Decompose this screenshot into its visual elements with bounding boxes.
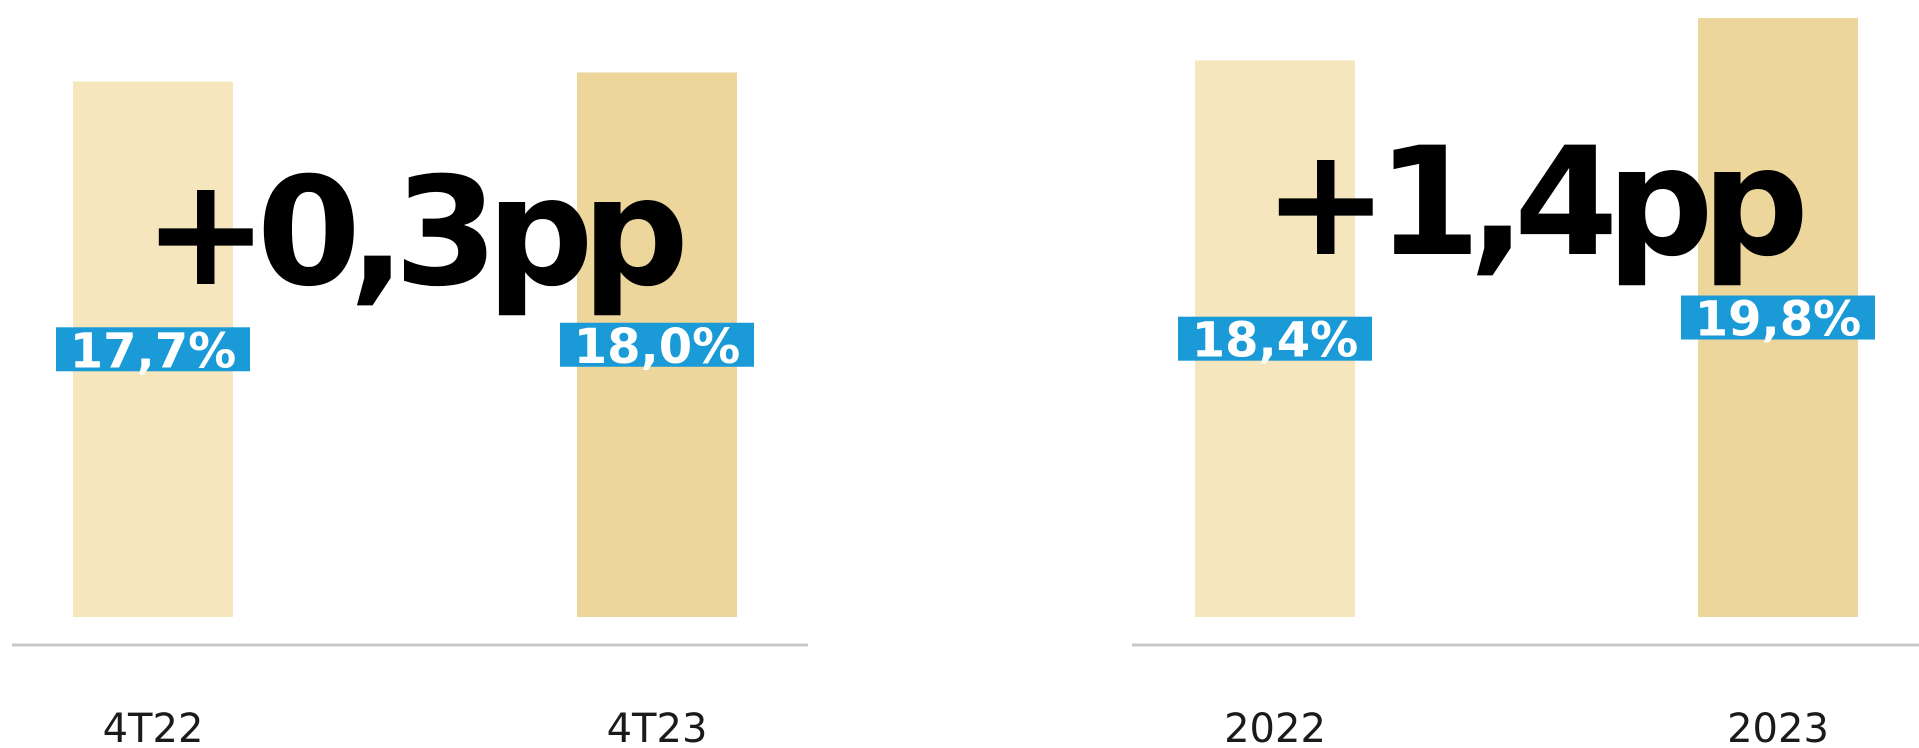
value-label: 18,4% — [1192, 313, 1359, 369]
x-tick-label: 2023 — [1727, 706, 1829, 748]
x-tick-label: 2022 — [1224, 706, 1326, 748]
value-label: 19,8% — [1695, 292, 1862, 348]
value-label: 17,7% — [70, 323, 237, 379]
x-tick-label: 4T22 — [103, 706, 204, 748]
annotation: +1,4pp — [1263, 116, 1803, 290]
x-tick-label: 4T23 — [607, 706, 708, 748]
annotation: +0,3pp — [143, 146, 683, 320]
value-label-box — [1178, 316, 1372, 361]
value-label-box — [1681, 295, 1875, 340]
value-label-box — [560, 322, 754, 367]
value-label-box — [56, 327, 250, 372]
value-label: 18,0% — [574, 319, 741, 375]
